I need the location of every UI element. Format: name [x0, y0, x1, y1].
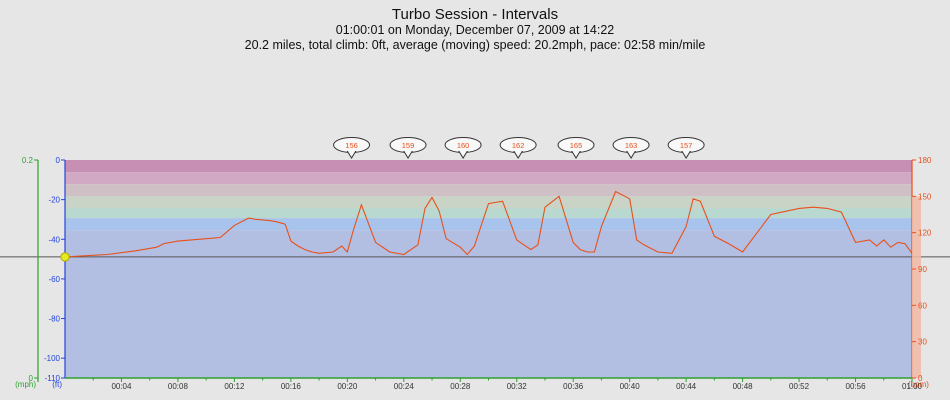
- bubble-pointer: [346, 151, 357, 159]
- peak-bubbles: 156 159 160 162 165 163 157: [333, 137, 705, 159]
- peak-bubble: 163: [612, 137, 650, 159]
- bubble-pointer: [458, 151, 468, 159]
- heart-rate-tick-label: 60: [918, 301, 927, 310]
- time-tick-label: 00:40: [620, 382, 641, 391]
- peak-bubble: 156: [333, 137, 371, 159]
- peak-bubble: 162: [499, 137, 537, 159]
- time-tick-label: 01:00: [902, 382, 923, 391]
- heart-rate-line: [64, 190, 913, 258]
- peak-bubble: 159: [389, 137, 427, 159]
- time-tick-label: 00:16: [281, 382, 302, 391]
- hr-zone-band: [65, 172, 912, 185]
- hr-zone-band: [65, 208, 912, 219]
- peak-bubble: 160: [444, 137, 482, 159]
- time-tick-label: 00:04: [111, 382, 132, 391]
- time-tick-label: 00:56: [846, 382, 867, 391]
- bubble-label: 162: [512, 141, 525, 150]
- bubble-label: 159: [402, 141, 415, 150]
- bubble-label: 165: [570, 141, 583, 150]
- heart-rate-tick-label: 180: [918, 156, 932, 165]
- axes: 0-20-40-60-80-100-110(ft)0.20(mph)180150…: [15, 156, 932, 391]
- heart-rate-tick-label: 150: [918, 192, 932, 201]
- time-tick-label: 00:24: [394, 382, 415, 391]
- bubble-pointer: [403, 151, 413, 159]
- altitude-tick-label: -20: [48, 196, 60, 205]
- time-tick-label: 00:28: [450, 382, 471, 391]
- hr-zone-band: [65, 230, 912, 378]
- altitude-unit-label: (ft): [52, 380, 62, 389]
- altitude-tick-label: -80: [48, 315, 60, 324]
- position-marker-dot[interactable]: [60, 252, 70, 262]
- bubble-label: 163: [625, 141, 638, 150]
- speed-unit-label: (mph): [15, 380, 36, 389]
- heart-rate-zones: [65, 160, 912, 378]
- altitude-tick-label: -60: [48, 275, 60, 284]
- bubble-pointer: [571, 151, 581, 159]
- session-datetime: 01:00:01 on Monday, December 07, 2009 at…: [335, 23, 615, 37]
- altitude-tick-label: -110: [45, 374, 61, 383]
- time-tick-label: 00:52: [789, 382, 810, 391]
- hr-zone-band: [65, 218, 912, 231]
- bubble-pointer: [681, 151, 692, 159]
- time-tick-label: 00:32: [507, 382, 528, 391]
- time-tick-label: 00:12: [224, 382, 245, 391]
- hr-zone-band: [65, 160, 912, 173]
- bubble-pointer: [626, 151, 636, 159]
- bubble-label: 160: [457, 141, 470, 150]
- peak-bubble: 165: [557, 137, 595, 159]
- hr-zone-band: [65, 196, 912, 209]
- speed-tick-label: 0.2: [22, 156, 34, 165]
- time-tick-label: 00:08: [168, 382, 189, 391]
- bubble-label: 157: [680, 141, 693, 150]
- heart-rate-tick-label: 90: [918, 265, 927, 274]
- time-tick-label: 00:36: [563, 382, 584, 391]
- hr-zone-band: [65, 184, 912, 197]
- heart-rate-range-bar: [912, 196, 921, 378]
- position-marker[interactable]: [60, 252, 70, 262]
- heart-rate-tick-label: 0: [918, 374, 923, 383]
- heart-rate-tick-label: 120: [918, 229, 932, 238]
- session-summary: 20.2 miles, total climb: 0ft, average (m…: [244, 38, 706, 52]
- chart-title: Turbo Session - Intervals: [391, 6, 559, 23]
- heart-rate-tick-label: 30: [918, 338, 927, 347]
- time-tick-label: 00:48: [733, 382, 754, 391]
- heart-rate-series: [64, 190, 913, 258]
- altitude-tick-label: -40: [48, 235, 60, 244]
- heart-rate-unit-label: (bpm): [908, 380, 929, 389]
- peak-bubble: 157: [667, 137, 705, 159]
- speed-tick-label: 0: [29, 374, 34, 383]
- time-tick-label: 00:44: [676, 382, 697, 391]
- bubble-pointer: [513, 151, 524, 159]
- altitude-tick-label: 0: [56, 156, 61, 165]
- bubble-label: 156: [345, 141, 358, 150]
- time-tick-label: 00:20: [337, 382, 358, 391]
- altitude-tick-label: -100: [44, 354, 61, 363]
